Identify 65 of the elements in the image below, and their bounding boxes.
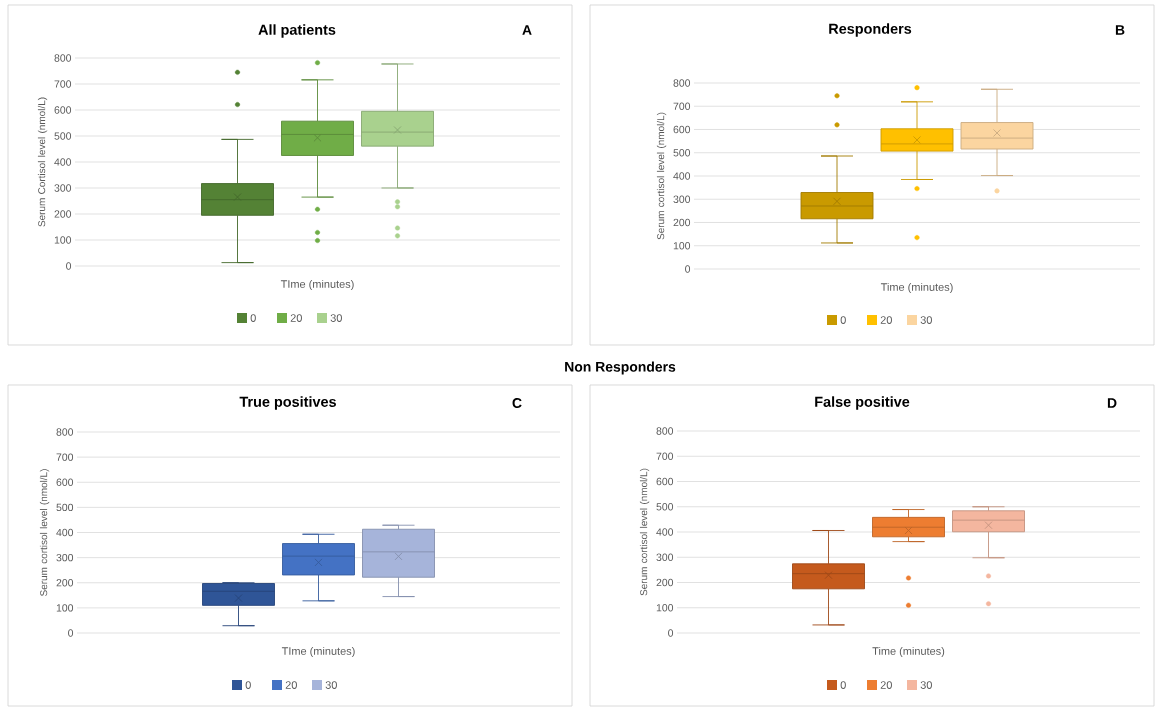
y-tick-label: 700 — [656, 452, 674, 460]
y-tick-label: 200 — [673, 218, 691, 227]
y-tick-label: 400 — [54, 158, 72, 166]
y-tick-label: 100 — [56, 604, 74, 612]
y-tick-label: 700 — [56, 453, 74, 461]
legend-label: 30 — [330, 314, 342, 322]
x-axis-title: Time (minutes) — [880, 282, 953, 294]
y-axis-title: Serum cortisol level (nmol/L) — [656, 112, 667, 240]
y-tick-label: 200 — [56, 579, 74, 587]
text: Non Responders — [565, 361, 676, 375]
y-tick-label: 600 — [656, 477, 674, 486]
y-tick-label: 0 — [668, 629, 674, 637]
y-axis-title: Serum cortisol level (nmol/L) — [639, 468, 650, 596]
y-tick-label: 400 — [673, 172, 691, 180]
y-tick-label: 500 — [673, 149, 691, 157]
y-axis-title: Serum Cortisol level (nmol/L) — [37, 97, 48, 227]
legend-label: 20 — [880, 681, 892, 689]
y-tick-label: 800 — [673, 79, 691, 87]
y-tick-label: 300 — [673, 195, 691, 203]
legend-label: 0 — [245, 681, 251, 689]
legend-label: 0 — [840, 316, 846, 324]
y-tick-label: 200 — [656, 578, 674, 587]
legend-label: 30 — [325, 681, 337, 689]
y-tick-label: 600 — [673, 125, 691, 134]
legend-label: 20 — [285, 681, 297, 689]
chart-title: False positive — [815, 396, 910, 410]
y-tick-label: 800 — [54, 54, 72, 62]
y-tick-label: 600 — [56, 478, 74, 486]
legend-label: 20 — [880, 316, 892, 324]
y-axis-title: Serum cortisol level (nmol/L) — [39, 469, 50, 596]
chart-title: All patients — [258, 24, 336, 38]
text: B — [1115, 25, 1125, 35]
y-tick-label: 300 — [656, 553, 674, 561]
text: D — [1107, 398, 1117, 408]
y-tick-label: 0 — [68, 629, 74, 637]
y-tick-label: 700 — [673, 102, 691, 110]
text: A — [522, 25, 532, 35]
y-tick-label: 100 — [54, 236, 72, 244]
y-tick-label: 800 — [656, 427, 674, 435]
legend-label: 0 — [840, 681, 846, 689]
y-tick-label: 400 — [656, 528, 674, 536]
legend-label: 20 — [290, 314, 302, 322]
chart-title: True positives — [239, 396, 336, 410]
y-tick-label: 100 — [656, 604, 674, 612]
legend-label: 30 — [920, 681, 932, 689]
y-tick-label: 700 — [54, 80, 72, 88]
y-tick-label: 200 — [54, 210, 72, 218]
y-tick-label: 300 — [54, 184, 72, 192]
y-tick-label: 500 — [656, 503, 674, 511]
y-tick-label: 600 — [54, 106, 72, 114]
y-tick-label: 300 — [56, 553, 74, 562]
y-tick-label: 400 — [56, 528, 74, 537]
legend-label: 0 — [250, 314, 256, 322]
text: C — [512, 398, 522, 408]
y-tick-label: 0 — [66, 262, 72, 270]
y-tick-label: 500 — [54, 132, 72, 140]
y-tick-label: 800 — [56, 428, 74, 436]
chart-title: Responders — [829, 23, 912, 37]
y-tick-label: 0 — [685, 265, 691, 273]
legend-label: 30 — [920, 316, 932, 324]
y-tick-label: 100 — [673, 242, 691, 250]
x-axis-title: TIme (minutes) — [281, 646, 355, 658]
x-axis-title: Time (minutes) — [872, 646, 945, 658]
x-axis-title: TIme (minutes) — [280, 279, 354, 291]
y-tick-label: 500 — [56, 503, 74, 512]
